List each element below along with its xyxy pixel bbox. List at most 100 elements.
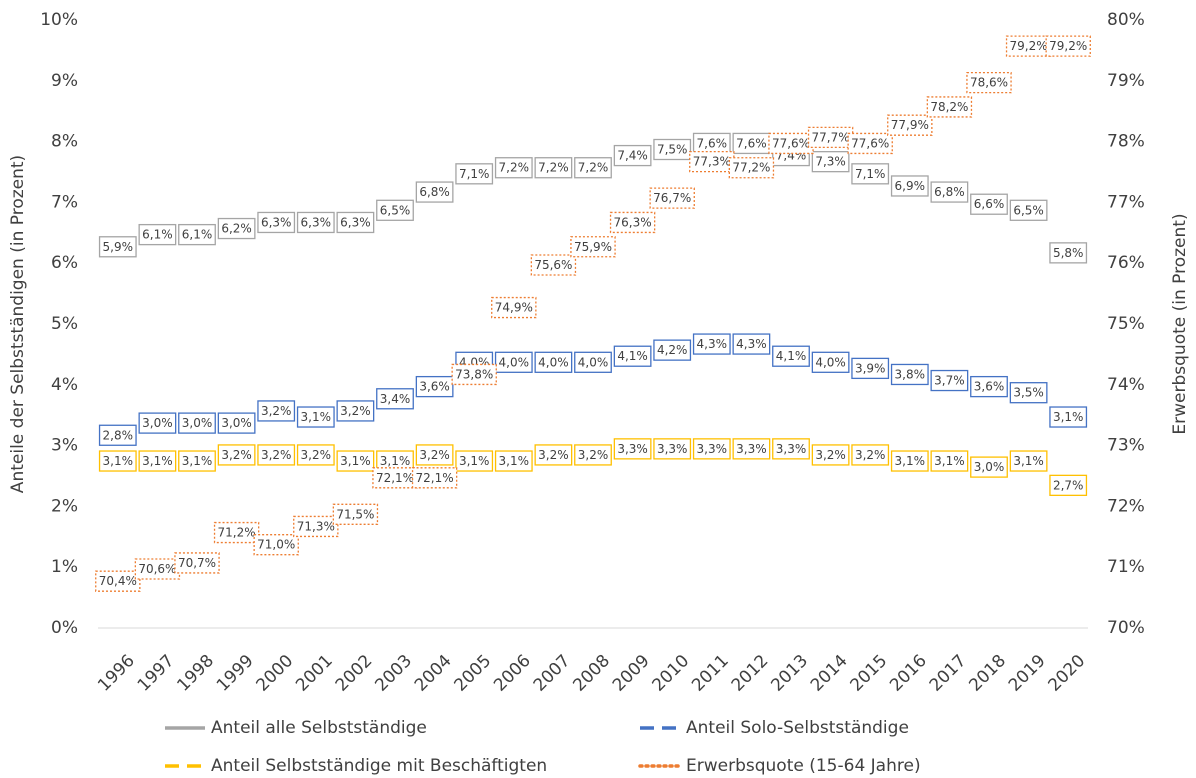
x-tick-label: 2000 [253, 651, 298, 696]
data-label: 3,1% [1013, 454, 1044, 468]
x-tick-label: 2012 [728, 651, 773, 696]
data-label: 3,0% [142, 416, 173, 430]
x-tick-label: 2003 [371, 651, 416, 696]
data-label: 5,9% [103, 240, 134, 254]
data-label: 3,0% [182, 416, 213, 430]
data-label-box [411, 467, 458, 489]
data-label-box [574, 351, 612, 373]
data-label-box [336, 211, 375, 234]
data-label-box [217, 444, 256, 466]
data-label-box [811, 151, 850, 173]
x-tick-label: 2007 [530, 651, 575, 696]
data-label: 3,1% [103, 454, 134, 468]
data-label: 70,7% [178, 556, 216, 570]
y2-tick-label: 80% [1107, 10, 1145, 30]
data-label-box [653, 438, 692, 460]
data-label-box [138, 450, 177, 472]
data-label: 6,5% [1013, 203, 1044, 217]
data-label-box [847, 132, 893, 155]
data-label-box [930, 450, 969, 472]
data-label: 3,2% [221, 448, 252, 462]
x-tick-label: 1998 [173, 651, 218, 696]
data-label: 3,1% [1053, 410, 1084, 424]
data-label-box [534, 351, 573, 373]
data-label: 70,4% [99, 574, 137, 588]
data-label: 4,3% [697, 337, 728, 351]
x-tick-label: 2018 [965, 651, 1010, 696]
data-label: 3,3% [657, 442, 688, 456]
data-label: 3,0% [974, 460, 1005, 474]
data-label: 73,8% [455, 367, 493, 381]
data-label-box [1009, 382, 1048, 404]
data-label: 6,1% [142, 228, 173, 242]
data-label: 71,5% [336, 507, 374, 521]
data-label-box [376, 388, 414, 410]
data-label: 6,3% [340, 215, 371, 229]
data-label: 5,8% [1053, 246, 1084, 260]
data-label-box [213, 521, 260, 544]
x-tick-label: 1999 [213, 651, 258, 696]
data-label-box [178, 223, 216, 246]
data-label-box [95, 570, 141, 592]
data-label-box [415, 444, 454, 466]
y2-tick-label: 73% [1107, 436, 1145, 456]
data-label: 7,2% [578, 161, 609, 175]
y2-tick-label: 78% [1107, 132, 1145, 152]
x-tick-label: 2001 [292, 651, 337, 696]
data-label-box [296, 444, 335, 466]
data-label: 3,1% [182, 454, 213, 468]
data-label: 77,7% [812, 130, 850, 144]
data-label: 3,2% [301, 448, 332, 462]
data-label-box [534, 444, 573, 466]
data-label-box [138, 412, 177, 434]
data-label-box [296, 406, 335, 428]
data-label-box [609, 211, 656, 234]
data-label-box [415, 181, 454, 203]
data-label-box [1049, 242, 1088, 264]
y2-tick-label: 75% [1107, 314, 1145, 334]
data-label-box [98, 424, 137, 446]
y-tick-label: 6% [51, 253, 78, 273]
data-label-box [534, 157, 573, 179]
data-label: 7,3% [815, 155, 846, 169]
y-axis-title: Anteile der Selbstständigen (in Prozent) [8, 155, 28, 493]
x-tick-label: 2002 [332, 651, 377, 696]
data-label: 70,6% [138, 562, 176, 576]
data-label: 71,0% [257, 538, 295, 552]
data-label: 3,3% [736, 442, 767, 456]
data-label-box [570, 236, 616, 258]
x-tick-label: 2010 [649, 651, 694, 696]
data-label: 3,1% [340, 454, 371, 468]
y-tick-label: 4% [51, 375, 78, 395]
data-label: 7,6% [736, 136, 767, 150]
data-label-box [970, 375, 1008, 398]
data-label: 77,3% [693, 155, 731, 169]
data-label: 7,5% [657, 143, 688, 157]
y-tick-label: 7% [51, 192, 78, 212]
x-tick-label: 2006 [490, 651, 535, 696]
data-label-box [851, 444, 890, 466]
data-label: 79,2% [1049, 39, 1087, 53]
data-label-box [851, 357, 890, 380]
data-label: 3,2% [855, 448, 886, 462]
y-tick-label: 0% [51, 618, 78, 638]
data-label-box [890, 175, 929, 197]
data-label: 75,9% [574, 240, 612, 254]
data-label-box [336, 450, 375, 472]
data-label: 4,2% [657, 343, 688, 357]
data-label-box [692, 438, 731, 460]
data-label-box [926, 96, 973, 118]
y-tick-label: 8% [51, 132, 78, 152]
data-label-box [653, 339, 692, 361]
data-label-box [217, 217, 256, 240]
data-label: 78,2% [930, 100, 968, 114]
data-label: 7,1% [855, 167, 886, 181]
data-label: 3,6% [419, 380, 450, 394]
data-label: 4,0% [578, 355, 609, 369]
y2-tick-label: 79% [1107, 71, 1145, 91]
data-label-box [772, 438, 810, 460]
data-label-box [689, 151, 735, 173]
data-label-box [376, 199, 414, 221]
data-label-box [1045, 35, 1091, 57]
data-label-box [930, 181, 969, 203]
